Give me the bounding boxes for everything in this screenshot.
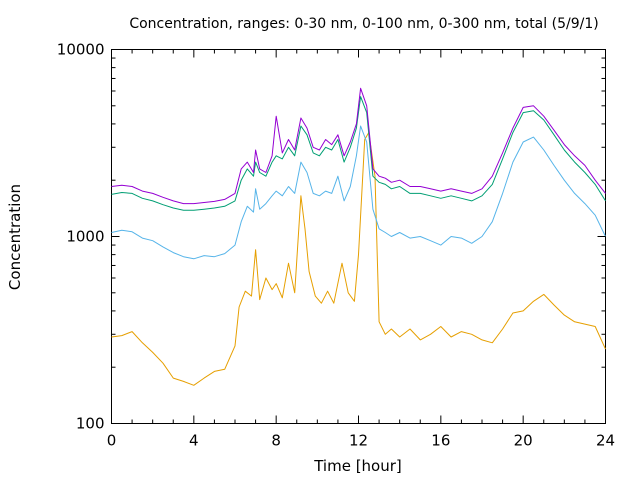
y-tick-label: 10000 xyxy=(57,41,105,59)
series-layer xyxy=(111,87,606,386)
x-tick-label: 16 xyxy=(431,432,450,450)
x-axis-label: Time [hour] xyxy=(313,457,402,475)
chart-title: Concentration, ranges: 0-30 nm, 0-100 nm… xyxy=(129,16,598,32)
series-line-2 xyxy=(111,125,606,260)
y-axis: 100 1000 10000 xyxy=(57,41,606,433)
y-tick-label: 100 xyxy=(76,415,105,433)
x-tick-label: 8 xyxy=(271,432,281,450)
series-line-1 xyxy=(111,132,606,386)
x-tick-label: 4 xyxy=(189,432,199,450)
x-tick-label: 24 xyxy=(596,432,615,450)
x-tick-label: 12 xyxy=(349,432,368,450)
y-axis-label: Concentration xyxy=(6,184,24,290)
y-tick-label: 1000 xyxy=(66,228,104,246)
x-axis: 0 4 8 12 16 20 24 xyxy=(107,49,615,450)
series-line-4 xyxy=(111,87,606,205)
series-line-3 xyxy=(111,96,606,211)
x-tick-label: 0 xyxy=(107,432,117,450)
x-tick-label: 20 xyxy=(514,432,533,450)
